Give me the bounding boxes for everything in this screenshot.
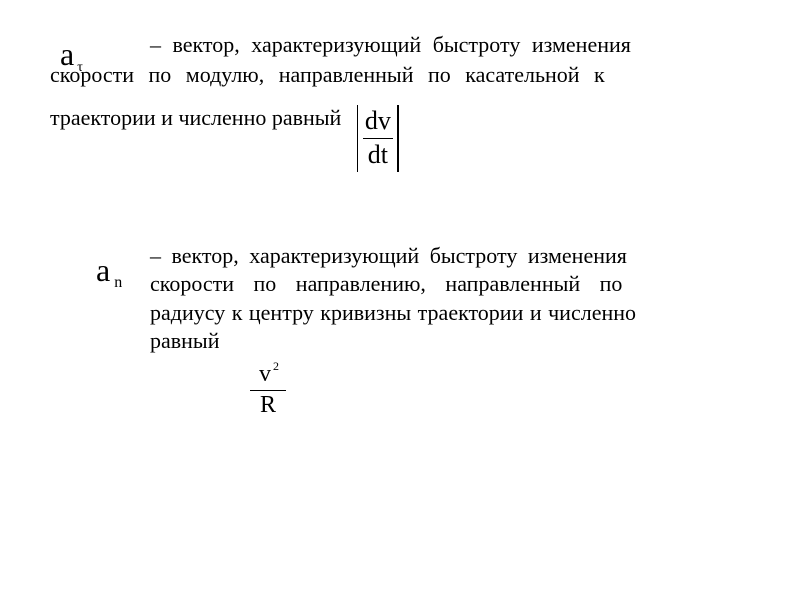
fraction-numerator: v2 — [250, 362, 286, 386]
definition-normal: an – вектор, характеризующий быстроту из… — [50, 242, 750, 417]
fraction-bar — [363, 138, 393, 139]
fraction-denominator: dt — [363, 141, 393, 170]
symbol-base: a — [60, 36, 75, 72]
formula-v2-over-r: v2 R — [250, 362, 750, 417]
text-line: радиусу к центру кривизны траектории и ч… — [150, 299, 750, 328]
fraction-bar — [250, 390, 286, 391]
text-fragment: траектории и численно равный — [50, 106, 341, 131]
definition-text-tangential: – вектор, характеризующий быстроту измен… — [50, 30, 750, 152]
fraction: v2 R — [250, 362, 286, 417]
text-line: скорости по направлению, направленный по — [150, 270, 750, 299]
fraction-denominator: R — [250, 393, 286, 417]
numerator-base: v — [259, 361, 271, 387]
text-line: траектории и численно равный dv dt — [50, 89, 750, 151]
text-line: равный — [150, 327, 750, 356]
text-line: скорости по модулю, направленный по каса… — [50, 60, 750, 90]
text-line: – вектор, характеризующий быстроту измен… — [150, 30, 750, 60]
symbol-sub: τ — [77, 60, 84, 75]
definition-text-normal: – вектор, характеризующий быстроту измен… — [150, 242, 750, 356]
formula-abs-dv-dt: dv dt — [357, 107, 399, 169]
definition-tangential: aτ – вектор, характеризующий быстроту из… — [50, 30, 750, 152]
fraction-numerator: dv — [363, 107, 393, 136]
symbol-a-n: an — [96, 254, 118, 286]
symbol-sub: n — [114, 274, 122, 291]
symbol-base: a — [96, 252, 110, 288]
symbol-a-tau: aτ — [60, 38, 82, 70]
numerator-exponent: 2 — [273, 359, 279, 373]
text-line: – вектор, характеризующий быстроту измен… — [150, 242, 750, 271]
page: aτ – вектор, характеризующий быстроту из… — [0, 0, 800, 600]
